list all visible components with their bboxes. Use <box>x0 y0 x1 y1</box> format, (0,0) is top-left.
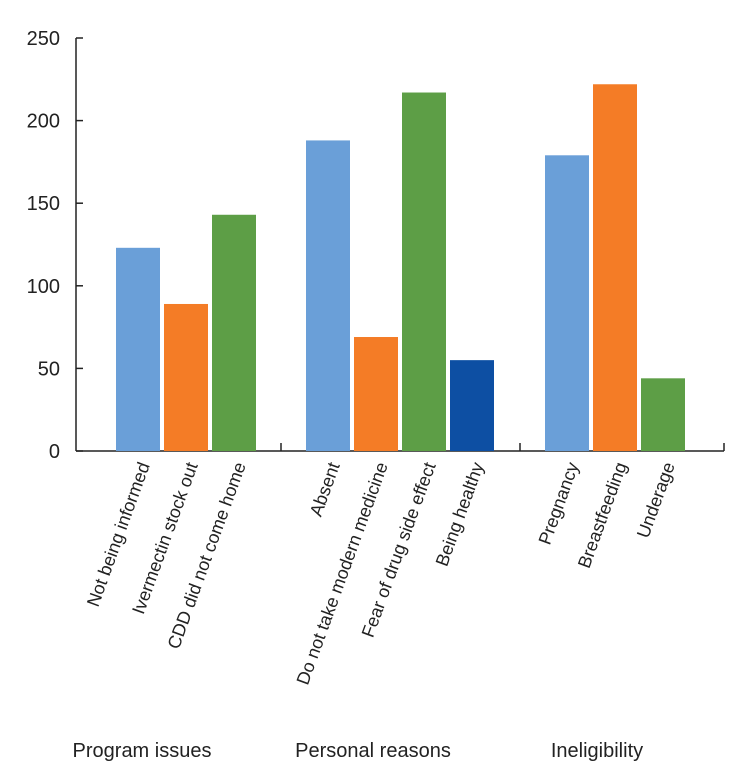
bar-do-not-take-modern-medicine <box>354 337 398 451</box>
group-label-personal-reasons: Personal reasons <box>295 740 451 762</box>
category-label-underage: Underage <box>633 460 679 541</box>
group-labels: Program issues Personal reasons Ineligibil… <box>73 740 644 762</box>
bar-being-healthy <box>450 360 494 451</box>
category-label-do-not-take-modern-medicine: Do not take modern medicine <box>293 460 392 688</box>
bar-breastfeeding <box>593 84 637 452</box>
y-tick-label: 150 <box>27 193 60 215</box>
y-tick-label: 200 <box>27 111 60 133</box>
bar-not-being-informed <box>116 247 160 451</box>
bars <box>116 84 685 452</box>
bar-pregnancy <box>545 155 589 452</box>
y-tick-label: 50 <box>38 358 60 380</box>
bar-underage <box>641 378 685 451</box>
bar-absent <box>306 140 350 451</box>
y-tick-label: 250 <box>27 28 60 50</box>
category-label-pregnancy: Pregnancy <box>535 460 583 548</box>
bar-cdd-did-not-come-home <box>212 214 256 451</box>
category-label-absent: Absent <box>306 460 344 520</box>
bar-ivermectin-stock-out <box>164 303 208 451</box>
group-label-program-issues: Program issues <box>73 740 212 762</box>
y-axis: 0 50 100 150 200 250 <box>27 28 83 463</box>
group-label-ineligibility: Ineligibility <box>551 740 643 762</box>
category-label-being-healthy: Being healthy <box>432 460 488 569</box>
y-tick-label: 100 <box>27 276 60 298</box>
category-label-breastfeeding: Breastfeeding <box>574 460 631 571</box>
y-tick-label: 0 <box>49 441 60 463</box>
bar-fear-of-drug-side-effect <box>402 92 446 452</box>
